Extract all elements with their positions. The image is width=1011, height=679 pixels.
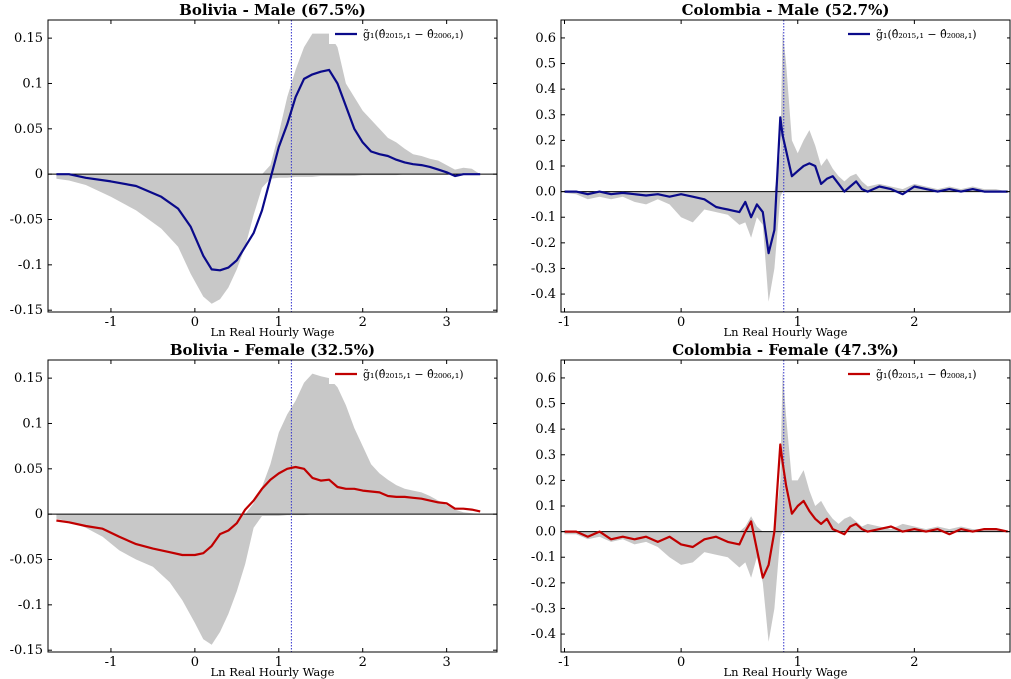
chart-panel-4: -0.4 -0.3 -0.2 -0.1 0.0 0.1 0.2 0.3 0.4 0.5 0.6 -1 0… [531,341,1011,679]
series-line [564,116,1008,255]
legend-box [329,24,494,44]
x-tick-label: 1 [275,655,283,670]
y-tick-label: -0.05 [10,213,43,228]
y-tick-label: 0.0 [535,525,556,540]
chart-title: Colombia - Male (52.7%) [682,1,890,19]
confidence-band [56,33,481,304]
y-tick-label: -0.1 [18,258,43,273]
x-tick-label: -1 [105,655,118,670]
y-tick-label: 0.4 [535,422,556,437]
y-tick-label: -0.15 [10,643,43,658]
chart-title: Colombia - Female (47.3%) [672,341,899,359]
x-axis-label: Ln Real Hourly Wage [211,665,335,679]
y-tick-label: 0.2 [535,473,556,488]
chart-title: Bolivia - Female (32.5%) [170,341,375,359]
legend-label: g̃₁(θ̂₂₀₁₅,₁ − θ̂₂₀₀₆,₁) [363,28,464,41]
legend: g̃₁(θ̂₂₀₁₅,₁ − θ̂₂₀₀₈,₁) [842,364,1007,384]
x-tick-label: 0 [677,655,685,670]
legend-box [329,364,494,384]
x-tick-label: 1 [794,655,802,670]
y-tick-label: 0.3 [535,108,556,123]
y-tick-label: 0.1 [535,499,556,514]
legend: g̃₁(θ̂₂₀₁₅,₁ − θ̂₂₀₀₆,₁) [329,364,494,384]
x-tick-label: -1 [558,315,571,330]
chart-panel-3: -0.15 -0.1 -0.05 0 0.05 0.1 0.15 -1 0 1 2 3 Bolivia … [10,341,498,679]
y-tick-label: 0.1 [22,76,43,91]
x-tick-label: 0 [191,315,199,330]
x-axis-label: Ln Real Hourly Wage [211,325,335,339]
chart-title: Bolivia - Male (67.5%) [179,1,366,19]
x-tick-label: -1 [105,315,118,330]
confidence-band [56,373,481,645]
y-tick-label: 0 [35,507,43,522]
x-tick-label: 3 [443,315,451,330]
y-tick-label: -0.3 [531,261,556,276]
chart-panel-1: -0.15 -0.1 -0.05 0 0.05 0.1 0.15 -1 0 1 2 3 Bolivia … [10,1,498,339]
y-tick-label: 0.15 [14,31,43,46]
x-tick-label: 2 [359,655,367,670]
axes-frame [47,19,498,313]
y-tick-label: 0.5 [535,57,556,72]
x-tick-label: 2 [910,315,918,330]
y-tick-label: -0.4 [531,287,556,302]
y-tick-label: 0.15 [14,371,43,386]
y-tick-label: 0 [35,167,43,182]
legend: g̃₁(θ̂₂₀₁₅,₁ − θ̂₂₀₀₆,₁) [329,24,494,44]
y-tick-label: 0.6 [535,371,556,386]
x-tick-label: 1 [275,315,283,330]
x-tick-label: 2 [359,315,367,330]
confidence-band [564,370,1008,642]
series-line [564,443,1008,579]
y-tick-label: 0.3 [535,448,556,463]
legend-box [842,24,1007,44]
x-tick-label: 3 [443,655,451,670]
y-tick-label: 0.2 [535,133,556,148]
series-line [56,465,481,557]
axes-frame [47,359,498,653]
confidence-band [564,30,1008,302]
legend-box [842,364,1007,384]
legend-label: g̃₁(θ̂₂₀₁₅,₁ − θ̂₂₀₀₆,₁) [363,368,464,381]
x-tick-label: -1 [558,655,571,670]
y-tick-label: -0.2 [531,236,556,251]
y-tick-label: 0.05 [14,122,43,137]
y-tick-label: -0.4 [531,627,556,642]
x-axis-label: Ln Real Hourly Wage [724,665,848,679]
y-tick-label: 0.6 [535,31,556,46]
y-tick-label: -0.1 [531,550,556,565]
y-tick-label: 0.5 [535,397,556,412]
y-tick-label: -0.2 [531,576,556,591]
y-tick-label: -0.15 [10,303,43,318]
y-tick-label: 0.1 [22,416,43,431]
y-tick-label: 0.1 [535,159,556,174]
legend-label: g̃₁(θ̂₂₀₁₅,₁ − θ̂₂₀₀₈,₁) [876,28,977,41]
legend: g̃₁(θ̂₂₀₁₅,₁ − θ̂₂₀₀₈,₁) [842,24,1007,44]
y-tick-label: -0.05 [10,553,43,568]
x-tick-label: 0 [677,315,685,330]
legend-label: g̃₁(θ̂₂₀₁₅,₁ − θ̂₂₀₀₈,₁) [876,368,977,381]
x-tick-label: 2 [910,655,918,670]
x-tick-label: 0 [191,655,199,670]
y-tick-label: 0.4 [535,82,556,97]
y-tick-label: -0.3 [531,601,556,616]
chart-panel-2: -0.4 -0.3 -0.2 -0.1 0.0 0.1 0.2 0.3 0.4 0.5 0.6 -1 0… [531,1,1011,339]
y-tick-label: 0.0 [535,185,556,200]
y-tick-label: -0.1 [18,598,43,613]
y-tick-label: 0.05 [14,462,43,477]
x-tick-label: 1 [794,315,802,330]
series-line [56,68,481,272]
y-tick-label: -0.1 [531,210,556,225]
x-axis-label: Ln Real Hourly Wage [724,325,848,339]
